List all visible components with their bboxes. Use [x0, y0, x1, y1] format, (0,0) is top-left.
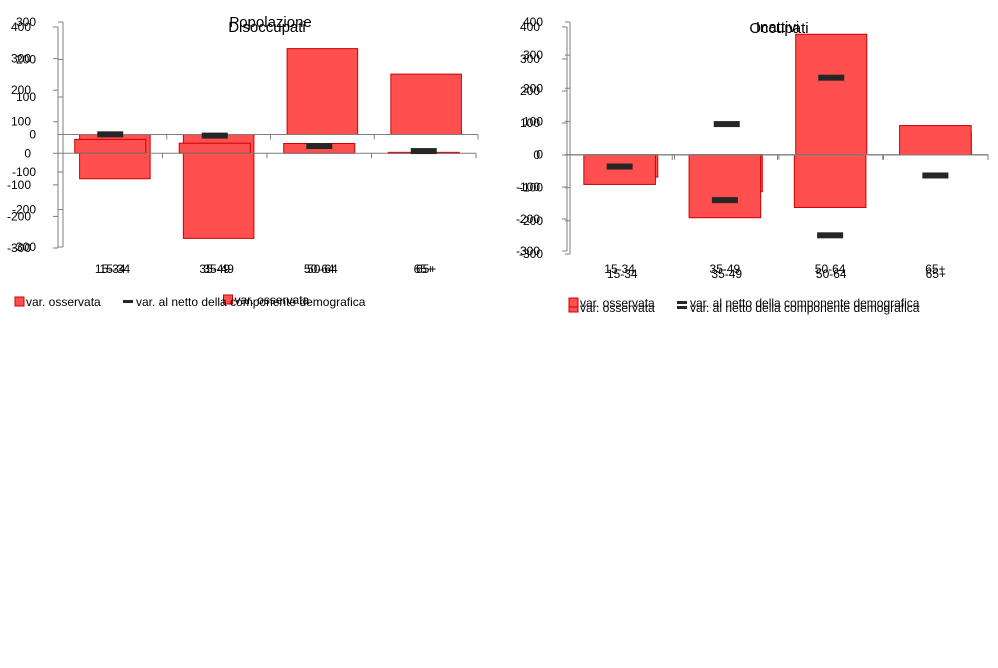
y-tick-label: 300	[16, 15, 36, 29]
chart-panel-disoccupati: Disoccupati 400 300 200 100 0 -100 -200 -300 15-3…	[0, 19, 499, 668]
legend-label-observed: var. osservata	[580, 296, 655, 310]
y-tick-label: 400	[11, 20, 31, 34]
marker-15-34	[97, 131, 124, 138]
category-label: 50-64	[307, 262, 338, 276]
category-label: 65+	[925, 262, 945, 276]
bar-15-34	[583, 154, 656, 185]
marker-35-49	[201, 132, 228, 139]
chart-panel-popolazione: Popolazione 300 200 100 0 -100 -200 -300 15-34 35…	[0, 0, 499, 334]
legend-swatch-observed	[14, 296, 25, 307]
category-label: 35-49	[203, 262, 234, 276]
legend-swatch-net	[677, 301, 687, 304]
category-label: 65+	[926, 267, 946, 281]
legend-swatch-net	[123, 300, 133, 303]
legend-label-observed: var. osservata	[26, 295, 101, 309]
chart-panel-inattivi: Inattivi 400 300 200 100 0 -100 -200 -300 15-34 35…	[499, 19, 998, 668]
marker-50-64	[817, 232, 844, 239]
marker-35-49	[711, 197, 738, 204]
y-tick-label: 100	[11, 115, 31, 129]
y-tick-label: -100	[7, 178, 31, 192]
category-label: 15-34	[604, 262, 635, 276]
y-tick-label: 300	[11, 52, 31, 66]
chart-inattivi: Inattivi 400 300 200 100 0 -100 -200 -300 15-34 35…	[516, 19, 989, 310]
y-tick-label: 400	[520, 20, 540, 34]
y-tick-label: -100	[519, 181, 543, 195]
category-label: 50-64	[304, 262, 335, 276]
chart-title: Popolazione	[229, 14, 312, 31]
y-tick-label: 100	[523, 114, 543, 128]
marker-15-34	[606, 163, 633, 170]
category-label: 50-64	[815, 262, 846, 276]
y-tick-label: 300	[523, 48, 543, 62]
legend-swatch-net	[677, 306, 687, 309]
chart-legend: var. osservata var. al netto della compon…	[14, 295, 366, 309]
y-tick-label: 200	[520, 84, 540, 98]
bar-35-49	[688, 154, 762, 219]
y-tick-label: 0	[533, 148, 540, 162]
y-tick-label: -300	[7, 241, 31, 255]
chart-title: Disoccupati	[228, 19, 306, 36]
y-tick-label: -200	[519, 214, 543, 228]
category-label: 35-49	[710, 262, 741, 276]
bar-50-64	[793, 154, 867, 208]
y-tick-label: 200	[16, 53, 36, 67]
bar-65+	[899, 125, 972, 156]
y-tick-label: 0	[536, 148, 543, 162]
category-label: 65+	[416, 262, 436, 276]
category-label: 15-34	[100, 262, 131, 276]
y-tick-label: 0	[29, 128, 36, 142]
marker-65+	[410, 148, 437, 155]
y-tick-label: 300	[520, 52, 540, 66]
y-tick-label: -200	[12, 203, 36, 217]
category-label: 35-49	[199, 262, 230, 276]
category-label: 50-64	[816, 267, 847, 281]
y-tick-label: -300	[12, 240, 36, 254]
chart-disoccupati: Disoccupati4003002001000-100-200-30015-3…	[7, 19, 477, 309]
chart-legend: var. osservata	[223, 293, 310, 307]
legend-label-net: var. al netto della componente demografi…	[136, 295, 366, 309]
y-tick-label: 0	[24, 146, 31, 160]
marker-35-49	[713, 121, 740, 128]
y-tick-label: -300	[519, 247, 543, 261]
y-tick-label: -200	[516, 212, 540, 226]
y-tick-label: 100	[16, 90, 36, 104]
y-tick-label: 200	[11, 83, 31, 97]
bar-15-34	[74, 138, 147, 154]
marker-65+	[922, 172, 949, 179]
legend-swatch-observed	[223, 294, 233, 305]
y-tick-label: 200	[523, 81, 543, 95]
category-label: 65+	[414, 262, 434, 276]
legend-label-net: var. al netto della componente demografi…	[690, 296, 920, 310]
legend-label-observed: var. osservata	[235, 293, 310, 307]
bar-65+	[390, 73, 462, 135]
chart-title: Inattivi	[756, 19, 799, 36]
chart-title: Occupati	[749, 20, 808, 37]
y-tick-label: -100	[516, 180, 540, 194]
y-tick-label: 400	[523, 15, 543, 29]
legend-label-net: var. al netto della componente demografi…	[690, 301, 920, 315]
chart-legend: var. osservata var. al netto della compon…	[568, 296, 920, 310]
y-tick-label: -300	[516, 244, 540, 258]
bar-50-64	[286, 48, 359, 135]
chart-legend: var. osservata var. al netto della compon…	[568, 301, 920, 315]
marker-50-64	[818, 74, 845, 81]
category-label: 15-34	[95, 262, 126, 276]
marker-50-64	[306, 143, 333, 150]
y-tick-label: -200	[7, 209, 31, 223]
category-label: 35-49	[711, 267, 742, 281]
y-tick-label: 100	[520, 116, 540, 130]
legend-swatch-observed	[568, 297, 579, 308]
category-label: 15-34	[607, 267, 638, 281]
bar-50-64	[795, 33, 868, 156]
y-tick-label: -100	[12, 165, 36, 179]
legend-label-observed: var. osservata	[580, 301, 655, 315]
bar-35-49	[178, 142, 251, 154]
